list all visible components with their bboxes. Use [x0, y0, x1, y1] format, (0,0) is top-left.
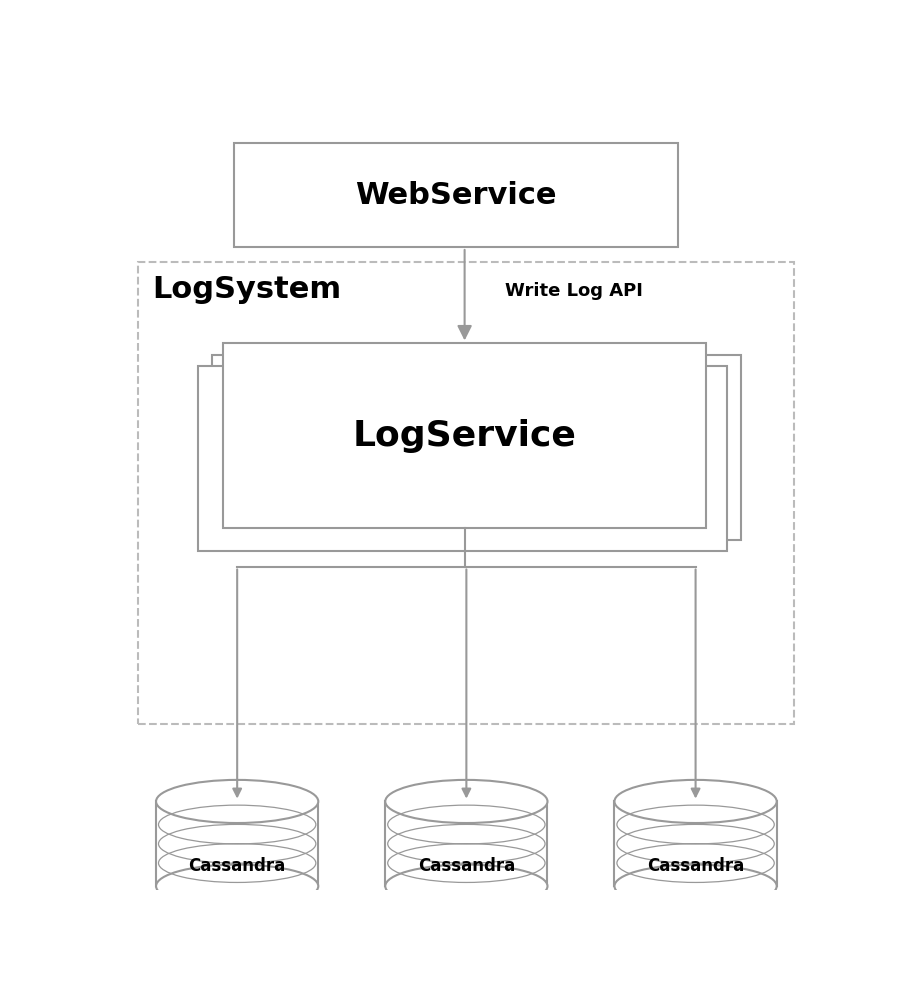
Text: Cassandra: Cassandra	[188, 857, 286, 875]
FancyBboxPatch shape	[157, 801, 318, 886]
FancyBboxPatch shape	[234, 143, 678, 247]
FancyBboxPatch shape	[213, 355, 742, 540]
FancyBboxPatch shape	[198, 366, 727, 551]
Text: Write Log API: Write Log API	[505, 282, 643, 300]
Ellipse shape	[614, 780, 776, 823]
Text: LogSystem: LogSystem	[153, 275, 341, 304]
Ellipse shape	[157, 780, 318, 823]
FancyBboxPatch shape	[385, 801, 548, 886]
FancyBboxPatch shape	[614, 801, 776, 886]
Ellipse shape	[614, 865, 776, 908]
Text: WebService: WebService	[355, 181, 557, 210]
FancyBboxPatch shape	[223, 343, 706, 528]
Text: Cassandra: Cassandra	[418, 857, 515, 875]
Ellipse shape	[385, 865, 548, 908]
Ellipse shape	[385, 780, 548, 823]
Text: Cassandra: Cassandra	[647, 857, 744, 875]
Text: LogService: LogService	[353, 419, 577, 453]
Ellipse shape	[157, 865, 318, 908]
